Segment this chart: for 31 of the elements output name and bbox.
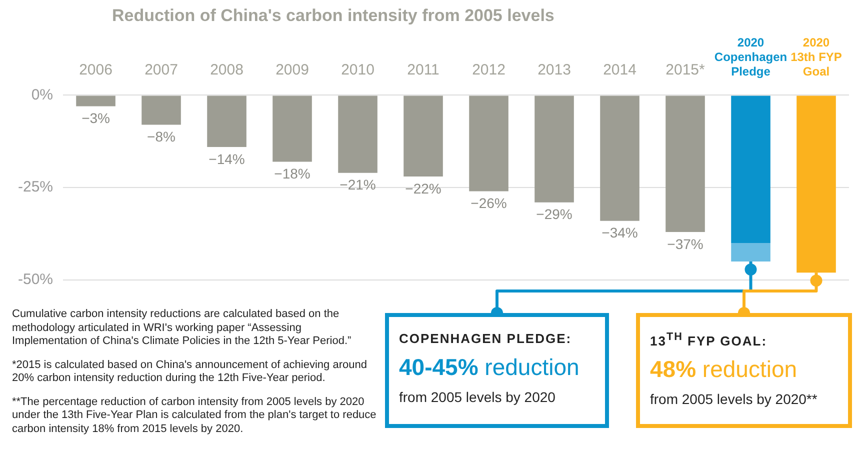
x-tick-label: 2013 [538, 61, 571, 78]
data-label: −14% [208, 150, 245, 167]
x-tick-label: 2009 [276, 61, 309, 78]
data-label: −18% [274, 166, 310, 182]
data-label: −37% [667, 236, 704, 252]
y-tick-label: -25% [18, 178, 54, 196]
x-tick-label: 2006 [79, 61, 112, 78]
data-label: −34% [602, 224, 638, 241]
text: Cumulative carbon intensity reductions are calculated based on the methodology articulated in WRI's working paper “Assessing Implementation of China's Climate Policies in the 12th 5-Year Period.” [12, 308, 352, 348]
x-tick-label: 2007 [144, 61, 178, 78]
x-tick-label: 2020 13th FYP Goal [790, 36, 842, 78]
data-label: −26% [470, 195, 507, 212]
y-tick-label: -50% [18, 271, 54, 288]
data-label: −29% [536, 206, 572, 222]
x-tick-label: 2010 [341, 61, 374, 78]
data-label: −22% [405, 180, 442, 196]
annotation: COPENHAGEN PLEDGE: 40-45% reduction from 2005 levels by 2020 [399, 331, 580, 405]
data-label: −21% [340, 176, 376, 193]
text: **The percentage reduction of carbon intensity from 2005 levels by 2020 under the 13th Five-Year Plan is calculated from the plan's target to reduce carbon intensity 18% from 2015 levels by 2020. [12, 396, 378, 436]
x-tick-label: 2020 Copenhagen Pledge [714, 36, 788, 78]
x-tick-label: 2015* [666, 61, 706, 78]
data-label: −8% [147, 128, 176, 145]
chart-title: Reduction of China's carbon intensity from 2005 levels [112, 6, 554, 26]
data-label: −3% [82, 110, 110, 126]
y-tick-label: 0% [31, 86, 54, 104]
x-tick-label: 2008 [210, 61, 244, 78]
text: *2015 is calculated based on China's announcement of achieving around 20% carbon intensity reduction during the 12th Five-Year period. [12, 358, 368, 386]
annotation: 13$^{TH}$ FYP GOAL: 48% reduction from 2005 levels by 2020** [650, 331, 818, 408]
x-tick-label: 2012 [472, 61, 506, 78]
x-tick-label: 2011 [407, 61, 440, 78]
x-tick-label: 2014 [603, 61, 636, 78]
